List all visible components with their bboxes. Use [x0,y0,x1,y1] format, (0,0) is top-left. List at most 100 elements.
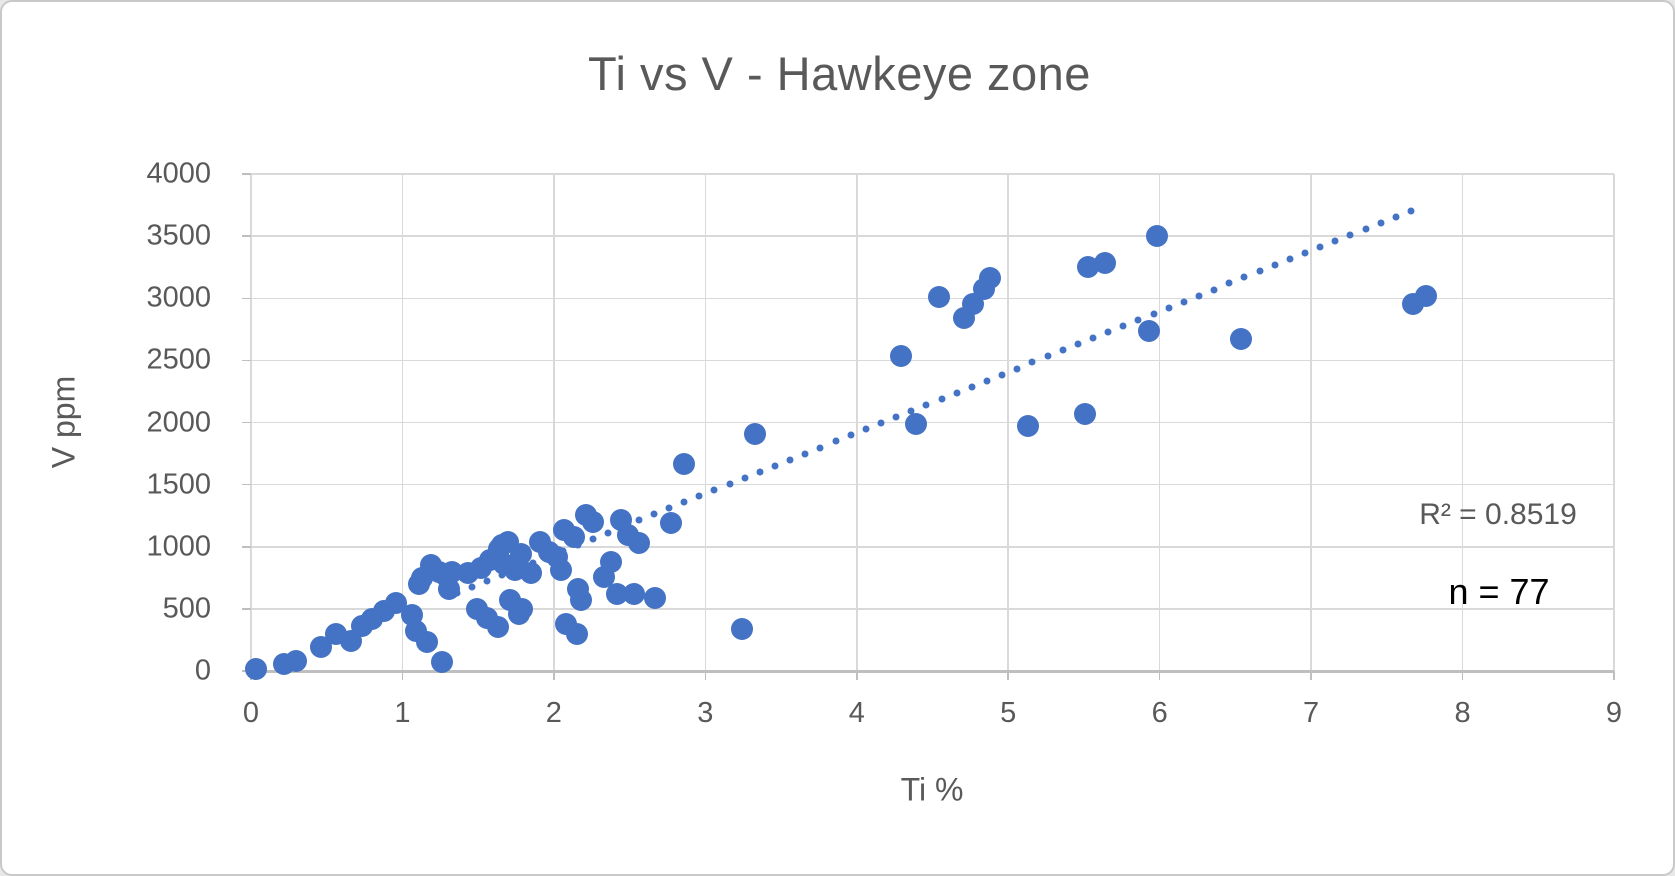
trendline-dot [862,425,870,433]
trendline-dot [1256,267,1264,275]
trendline-dot [710,486,718,494]
trendline-dot [1195,292,1203,300]
trendline-dot [968,383,976,391]
data-point [244,658,267,681]
trendline-dot [1240,273,1248,281]
trendline-dot [680,498,688,506]
trendline-dot [726,480,734,488]
data-point [285,650,308,673]
x-axis-tick [401,671,404,680]
data-point [565,622,588,645]
x-axis-tick [1158,671,1161,680]
y-tick-label: 2000 [146,406,211,438]
trendline-dot [1346,231,1354,239]
y-tick-label: 4000 [146,157,211,190]
x-tick-label: 3 [697,697,714,729]
x-tick-label: 8 [1454,697,1471,729]
data-point [520,562,543,585]
trendline-dot [1044,352,1052,360]
chart-title: Ti vs V - Hawkeye zone [588,47,1091,100]
trendline-dot [635,516,643,524]
trendline-dot [1165,304,1173,312]
trendline-dot [1362,225,1370,233]
data-point [600,550,623,573]
x-tick-label: 1 [394,697,411,729]
trendline-dot [665,504,673,512]
data-point [979,267,1002,290]
y-axis-tick [242,297,251,299]
data-point [644,586,667,609]
data-point [606,582,629,605]
data-point [415,630,438,653]
data-point [1074,403,1097,426]
data-point [438,577,461,600]
data-point [730,618,753,641]
trendline-dot [1331,237,1339,245]
data-point [1016,414,1039,437]
x-tick-label: 5 [1000,697,1017,729]
gridline-horizontal [251,235,1614,237]
data-point [486,615,509,638]
data-point [1077,256,1100,279]
y-tick-label: 0 [194,654,211,687]
y-axis-tick [242,546,251,548]
trendline-dot [468,583,476,591]
trendline-dot [1180,298,1188,306]
data-point [904,413,927,436]
gridline-horizontal [251,483,1614,486]
trendline-dot [1104,328,1112,336]
x-tick-label: 9 [1605,697,1623,729]
data-point [623,582,646,605]
trendline-dot [1301,249,1309,257]
trendline-dot [938,395,946,403]
trendline-dot [650,510,658,518]
trendline-dot [771,462,779,470]
x-axis-line [251,670,1614,673]
trendline-dot [922,401,930,409]
x-tick-label: 6 [1151,697,1168,729]
x-axis-tick [1310,671,1312,680]
trendline-dot [877,419,885,427]
data-point [503,559,526,582]
trendline-dot [1407,207,1415,215]
gridline-horizontal [251,173,1614,175]
data-point [550,559,573,582]
trendline-dot [1119,322,1127,330]
data-point [1415,285,1438,308]
x-axis-tick [553,671,555,680]
trendline-dot [498,571,506,579]
trendline-dot [589,535,597,543]
trendline-dot [695,492,703,500]
trendline-dot [801,450,809,458]
x-axis-title: Ti % [900,771,964,808]
trendline-dot [1225,279,1233,287]
trendline-dot [907,407,915,415]
y-axis-tick [242,359,251,362]
data-point [673,452,696,475]
data-point [1138,319,1161,342]
x-tick-label: 0 [242,697,260,729]
trendline-dot [998,371,1006,379]
data-point [1145,225,1168,248]
x-axis-tick [1461,671,1464,680]
trendline-dot [741,474,749,482]
gridline-horizontal [251,546,1614,548]
y-axis-tick [242,483,251,486]
trendline-dot [1150,310,1158,318]
x-axis-tick [1007,671,1009,680]
data-point [1094,251,1117,274]
trendline-dot [832,437,840,445]
gridline-horizontal [251,421,1614,424]
y-tick-label: 1500 [146,468,211,501]
data-point [430,650,453,673]
trendline-dot [1134,316,1142,324]
data-point [927,286,950,308]
x-tick-label: 2 [545,697,562,729]
trendline-dot [1210,286,1218,294]
data-point [570,589,593,612]
trendline-dot [483,577,491,585]
x-tick-label: 7 [1303,697,1320,729]
data-point [744,423,767,446]
y-tick-label: 3500 [146,219,211,252]
data-point [659,511,682,534]
